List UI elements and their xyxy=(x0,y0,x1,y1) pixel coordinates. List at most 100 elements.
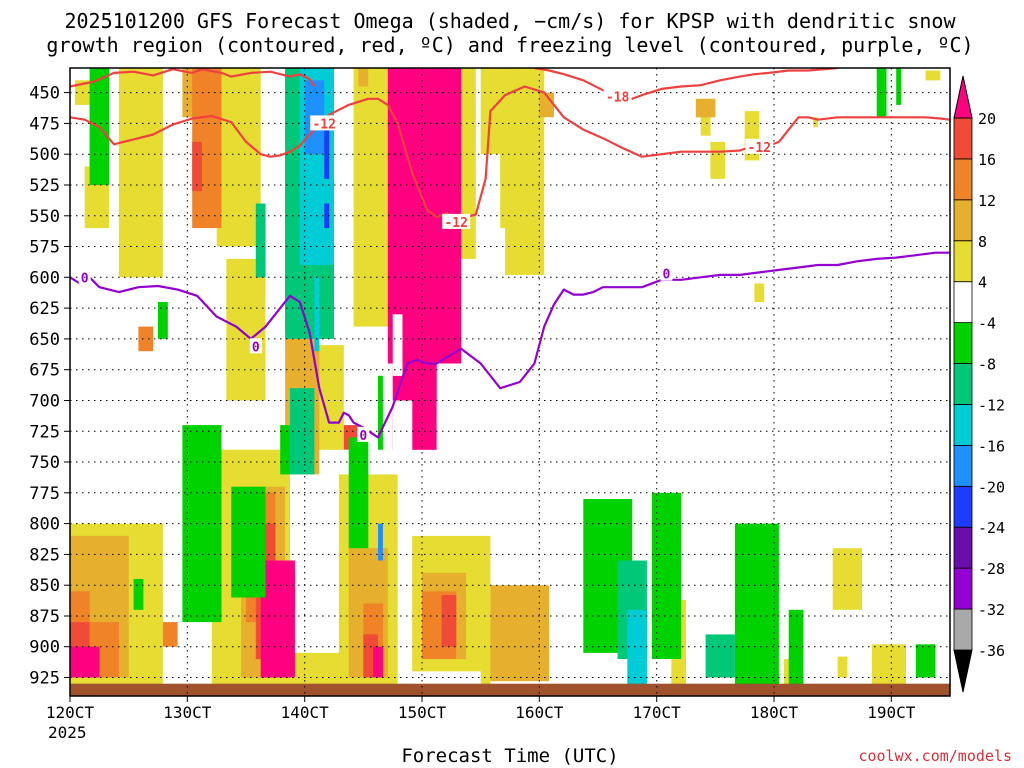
y-tick-label: 625 xyxy=(29,299,60,319)
chart-title-line-1: 2025101200 GFS Forecast Omega (shaded, −… xyxy=(64,9,956,33)
freezing-contour-label-bg xyxy=(249,338,262,354)
omega-cell xyxy=(324,117,330,179)
colorbar-swatch xyxy=(953,567,973,610)
x-tick-label: 140CT xyxy=(281,703,330,722)
omega-cell xyxy=(324,203,330,229)
omega-cell xyxy=(70,646,100,678)
x-tick-label: 120CT xyxy=(46,703,95,722)
x-axis-ticks: 120CT 130CT 140CT 150CT 160CT 170CT 180CT 190CT xyxy=(46,696,916,722)
colorbar-swatch xyxy=(953,485,973,528)
omega-band-10 xyxy=(392,314,452,475)
y-tick-label: 575 xyxy=(29,238,60,258)
colorbar-swatch xyxy=(953,117,973,160)
dgz-contour-label-bg xyxy=(310,115,339,131)
colorbar-swatch xyxy=(953,281,973,324)
omega-cell xyxy=(255,203,266,278)
colorbar-label: -16 xyxy=(978,437,1005,455)
freezing-contour-label-bg xyxy=(660,265,673,281)
omega-cell xyxy=(813,117,818,128)
omega-cell xyxy=(373,646,383,678)
freezing-contour-label-bg xyxy=(357,426,370,442)
omega-cell xyxy=(896,68,902,105)
omega-cell xyxy=(314,277,320,352)
colorbar-swatch xyxy=(953,240,973,283)
colorbar-label: 16 xyxy=(978,151,996,169)
colorbar-label: -4 xyxy=(978,315,996,333)
omega-cell xyxy=(133,579,144,610)
dgz-contour-label: -12 xyxy=(748,141,771,156)
y-tick-label: 475 xyxy=(29,114,60,134)
colorbar-max-arrow xyxy=(953,75,973,119)
omega-cell xyxy=(915,644,936,678)
contour-line-3 xyxy=(70,251,950,439)
y-tick-label: 550 xyxy=(29,207,60,227)
omega-cell xyxy=(378,375,383,450)
x-tick-label: 150CT xyxy=(398,703,447,722)
omega-cell xyxy=(226,258,266,401)
grid-lines xyxy=(70,68,950,696)
omega-cell xyxy=(710,141,726,179)
omega-cell xyxy=(876,68,887,118)
x-tick-label: 130CT xyxy=(163,703,212,722)
plot-area: -12 -18 -12 -12 0 0 0 0 xyxy=(69,67,989,697)
y-tick-label: 600 xyxy=(29,268,60,288)
omega-cell xyxy=(734,523,779,696)
colorbar: -36 -32 -28 -24 -20 -16 -12 -8 -4 4 8 12 16 20 xyxy=(953,75,1005,693)
omega-band-9 xyxy=(324,117,330,229)
dgz-contour-label: -18 xyxy=(606,90,630,105)
surface-terrain xyxy=(70,683,950,696)
colorbar-swatch xyxy=(953,526,973,569)
contour-line-2 xyxy=(534,68,838,100)
x-axis-label: Forecast Time (UTC) xyxy=(401,745,618,767)
y-tick-label: 875 xyxy=(29,607,60,627)
colorbar-swatch xyxy=(953,444,973,487)
colorbar-label: -20 xyxy=(978,478,1005,496)
dgz-contour-label-bg xyxy=(745,138,774,154)
freezing-contour-label: 0 xyxy=(252,340,260,355)
y-tick-label: 500 xyxy=(29,145,60,165)
y-tick-label: 525 xyxy=(29,176,60,196)
x-tick-label: 160CT xyxy=(515,703,564,722)
colorbar-swatch xyxy=(953,404,973,446)
omega-cell xyxy=(480,68,520,155)
colorbar-label: -24 xyxy=(978,519,1005,537)
credit-label[interactable]: coolwx.com/models xyxy=(858,747,1012,765)
omega-cell xyxy=(832,548,862,610)
contour-line-1 xyxy=(70,85,950,220)
omega-cell xyxy=(788,609,804,696)
dgz-contour-label: -12 xyxy=(444,216,467,231)
y-tick-label: 850 xyxy=(29,576,60,596)
omega-cell xyxy=(392,314,403,376)
colorbar-label: -36 xyxy=(978,642,1005,660)
colorbar-swatch xyxy=(953,158,973,201)
colorbar-label: 20 xyxy=(978,110,996,128)
contour-line-0 xyxy=(70,68,316,88)
omega-cell xyxy=(754,283,765,302)
chart-title-line-2: growth region (contoured, red, ºC) and f… xyxy=(46,33,973,57)
contour-lines xyxy=(70,68,950,439)
y-tick-label: 725 xyxy=(29,422,60,442)
dgz-contour-label-bg xyxy=(603,88,632,104)
omega-cell xyxy=(837,656,848,678)
y-tick-label: 800 xyxy=(29,515,60,535)
omega-cell xyxy=(118,68,163,278)
colorbar-swatch xyxy=(953,199,973,242)
omega-cell xyxy=(441,595,457,647)
colorbar-label: 8 xyxy=(978,233,987,251)
x-tick-label: 180CT xyxy=(750,703,799,722)
freezing-contour-label: 0 xyxy=(359,429,367,444)
colorbar-swatch xyxy=(953,363,973,405)
y-tick-label: 700 xyxy=(29,392,60,412)
omega-cell xyxy=(280,425,290,475)
omega-cell xyxy=(705,634,735,678)
colorbar-label: -28 xyxy=(978,560,1005,578)
freezing-contour-label: 0 xyxy=(81,271,89,286)
omega-cell xyxy=(651,492,682,659)
freezing-contour-label-bg xyxy=(78,269,91,285)
omega-cell xyxy=(695,98,716,118)
colorbar-label: -12 xyxy=(978,397,1005,415)
omega-cell xyxy=(974,68,989,80)
omega-cell xyxy=(490,585,550,682)
colorbar-min-arrow xyxy=(953,649,973,693)
